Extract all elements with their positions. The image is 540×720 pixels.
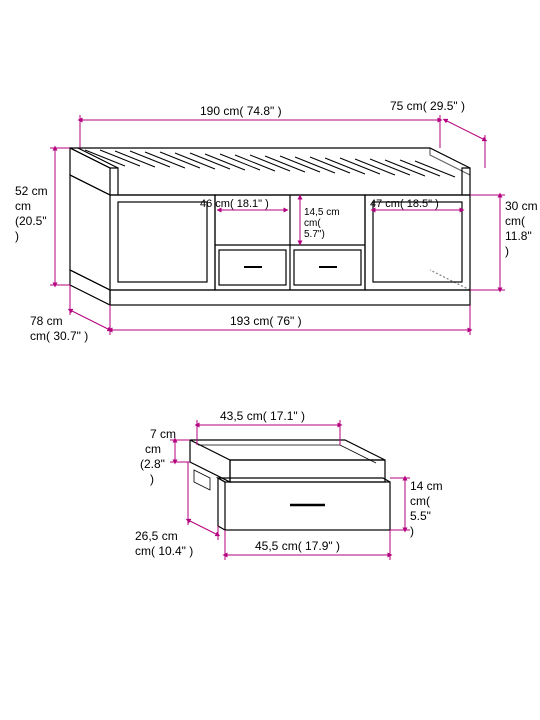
dim-base-width: 193 cm (230, 314, 269, 328)
svg-text:7 cm: 7 cm (150, 427, 176, 441)
dim-right-w: 47 cm (370, 198, 400, 210)
svg-text:14,5 cm: 14,5 cm (304, 207, 340, 218)
svg-text:47 cm( 18.5" ): 47 cm( 18.5" ) (370, 198, 439, 210)
dim-drawer-inner-w: 43,5 cm (220, 409, 263, 423)
svg-text:43,5 cm( 17.1" ): 43,5 cm( 17.1" ) (220, 409, 305, 423)
svg-text:190 cm( 74.8" ): 190 cm( 74.8" ) (200, 104, 282, 118)
svg-text:cm( 30.7" ): cm( 30.7" ) (30, 329, 88, 343)
bed-drawing (70, 148, 470, 305)
svg-text:cm(: cm( (410, 494, 430, 508)
dim-drawer-outer-w: 45,5 cm (255, 539, 298, 553)
dim-drawer-inner-h: 7 cm (150, 427, 176, 441)
dim-shelf-w: 46 cm (200, 198, 230, 210)
svg-text:cm: cm (145, 442, 161, 456)
dim-drawer-depth: 26,5 cm (135, 529, 178, 543)
svg-text:45,5 cm( 17.9" ): 45,5 cm( 17.9" ) (255, 539, 340, 553)
drawer-dimension-labels: 43,5 cm( 17.1" ) 7 cm cm (2.8" ) 14 cm c… (135, 409, 443, 558)
svg-text:5.7"): 5.7") (304, 229, 325, 240)
drawer-drawing (190, 440, 390, 530)
svg-text:cm(: cm( (304, 218, 321, 229)
svg-text:cm( 10.4" ): cm( 10.4" ) (135, 544, 193, 558)
svg-text:14 cm: 14 cm (410, 479, 443, 493)
svg-text:(2.8": (2.8" (140, 457, 165, 471)
svg-text:46 cm( 18.1" ): 46 cm( 18.1" ) (200, 198, 269, 210)
bed-dimension-labels: 190 cm( 74.8" ) 75 cm( 29.5" ) 52 cm cm … (15, 99, 538, 343)
svg-text:75 cm( 29.5" ): 75 cm( 29.5" ) (390, 99, 465, 113)
svg-text:): ) (505, 244, 509, 258)
svg-text:cm(: cm( (505, 214, 525, 228)
svg-text:): ) (15, 229, 19, 243)
dim-height-left: 52 cm (15, 184, 48, 198)
svg-text:30 cm: 30 cm (505, 199, 538, 213)
dim-drawer-outer-h: 14 cm (410, 479, 443, 493)
dim-right-h: 30 cm (505, 199, 538, 213)
svg-text:78 cm: 78 cm (30, 314, 63, 328)
dim-top-depth: 75 cm (390, 99, 423, 113)
svg-text:11.8": 11.8" (505, 229, 532, 243)
dim-base-depth: 78 cm (30, 314, 63, 328)
dimension-diagram: 190 cm( 74.8" ) 75 cm( 29.5" ) 52 cm cm … (0, 0, 540, 720)
svg-text:193 cm( 76" ): 193 cm( 76" ) (230, 314, 302, 328)
svg-text:cm: cm (15, 199, 31, 213)
svg-text:5.5": 5.5" (410, 509, 431, 523)
svg-text:26,5 cm: 26,5 cm (135, 529, 178, 543)
dim-top-width: 190 cm (200, 104, 239, 118)
svg-text:(20.5": (20.5" (15, 214, 47, 228)
svg-text:52 cm: 52 cm (15, 184, 48, 198)
svg-text:): ) (150, 472, 154, 486)
svg-text:): ) (410, 524, 414, 538)
dim-shelf-h: 14,5 cm (304, 207, 340, 218)
